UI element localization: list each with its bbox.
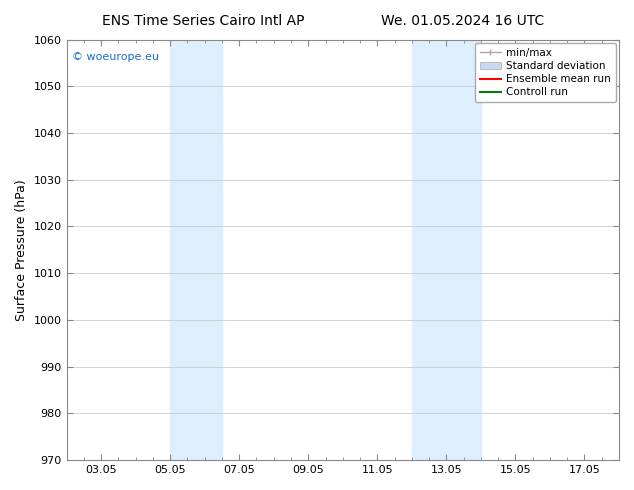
Bar (412, 40, 481, 460)
Bar (170, 40, 222, 460)
Text: We. 01.05.2024 16 UTC: We. 01.05.2024 16 UTC (381, 14, 545, 28)
Text: © woeurope.eu: © woeurope.eu (72, 52, 159, 62)
Text: ENS Time Series Cairo Intl AP: ENS Time Series Cairo Intl AP (101, 14, 304, 28)
Y-axis label: Surface Pressure (hPa): Surface Pressure (hPa) (15, 179, 28, 321)
Legend: min/max, Standard deviation, Ensemble mean run, Controll run: min/max, Standard deviation, Ensemble me… (475, 43, 616, 102)
